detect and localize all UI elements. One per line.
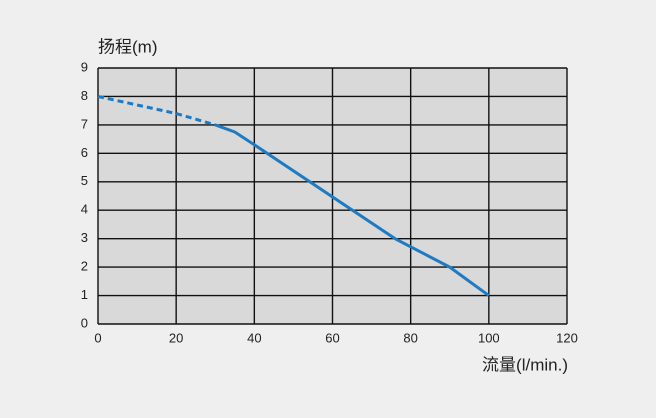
x-tick-label: 40 <box>247 330 261 345</box>
x-tick-label: 0 <box>94 330 101 345</box>
y-tick-label: 9 <box>81 59 88 74</box>
curve <box>97 94 216 127</box>
x-axis-title: 流量(l/min.) <box>482 355 568 374</box>
y-tick-label: 3 <box>81 230 88 245</box>
y-tick-label: 6 <box>81 145 88 160</box>
y-tick-label: 8 <box>81 88 88 103</box>
y-tick-label: 2 <box>81 259 88 274</box>
y-tick-label: 7 <box>81 116 88 131</box>
x-tick-label: 60 <box>325 330 339 345</box>
x-tick-label: 20 <box>169 330 183 345</box>
y-tick-label: 1 <box>81 287 88 302</box>
x-tick-label: 80 <box>403 330 417 345</box>
y-tick-label: 0 <box>81 315 88 330</box>
y-tick-label: 5 <box>81 173 88 188</box>
y-tick-label: 4 <box>81 202 88 217</box>
y-axis-title: 扬程(m) <box>98 37 157 56</box>
curve <box>214 123 490 297</box>
x-tick-label: 120 <box>556 330 578 345</box>
x-tick-label: 100 <box>478 330 500 345</box>
